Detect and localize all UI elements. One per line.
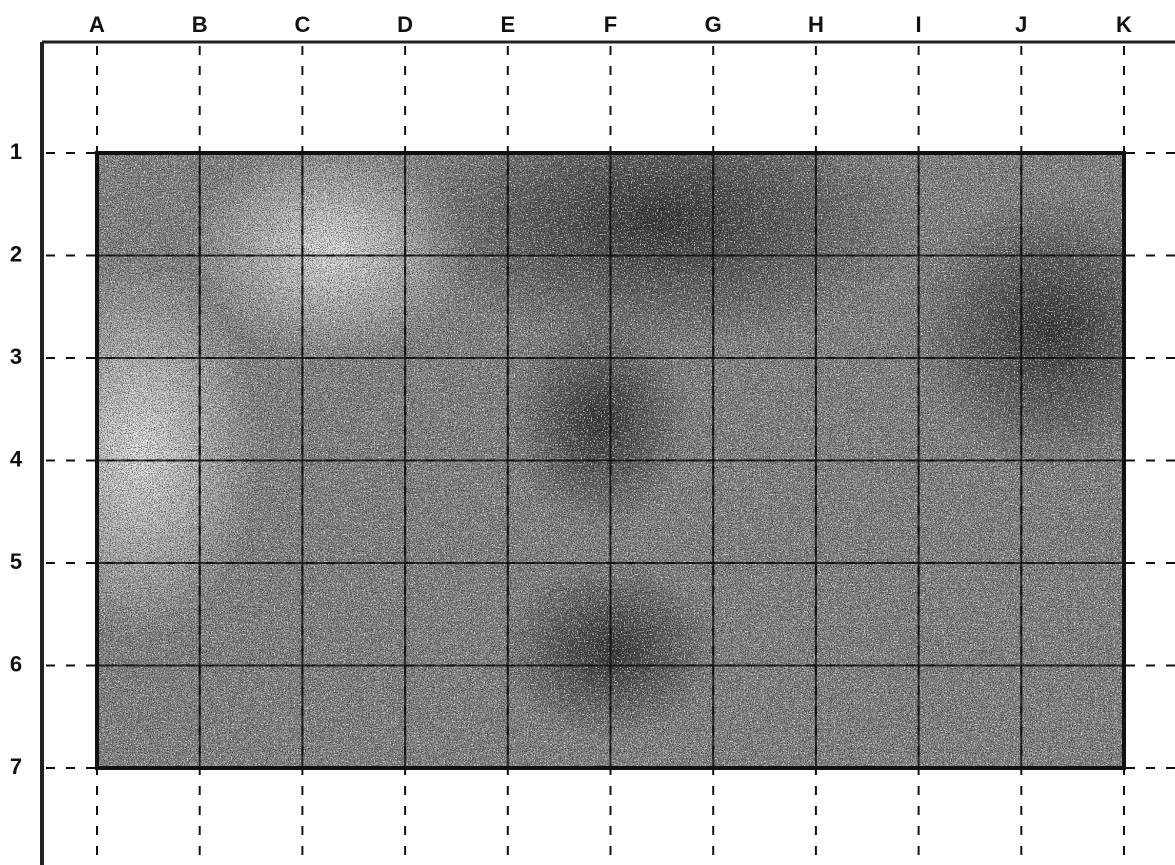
column-label: G — [705, 12, 722, 37]
column-label: I — [916, 12, 922, 37]
column-label: C — [294, 12, 310, 37]
row-label: 5 — [10, 549, 22, 574]
column-label: H — [808, 12, 824, 37]
row-label: 7 — [10, 754, 22, 779]
row-label: 2 — [10, 241, 22, 266]
row-label: 3 — [10, 344, 22, 369]
column-label: D — [397, 12, 413, 37]
row-label: 4 — [10, 446, 23, 471]
column-label: J — [1015, 12, 1027, 37]
column-label: E — [500, 12, 515, 37]
column-label: B — [192, 12, 208, 37]
grid-diagram: A B C D E F G H I J K 1 2 3 4 5 6 7 — [0, 0, 1175, 865]
column-label: A — [89, 12, 105, 37]
row-label: 1 — [10, 139, 22, 164]
column-label: K — [1116, 12, 1132, 37]
column-label: F — [604, 12, 617, 37]
row-label: 6 — [10, 651, 22, 676]
